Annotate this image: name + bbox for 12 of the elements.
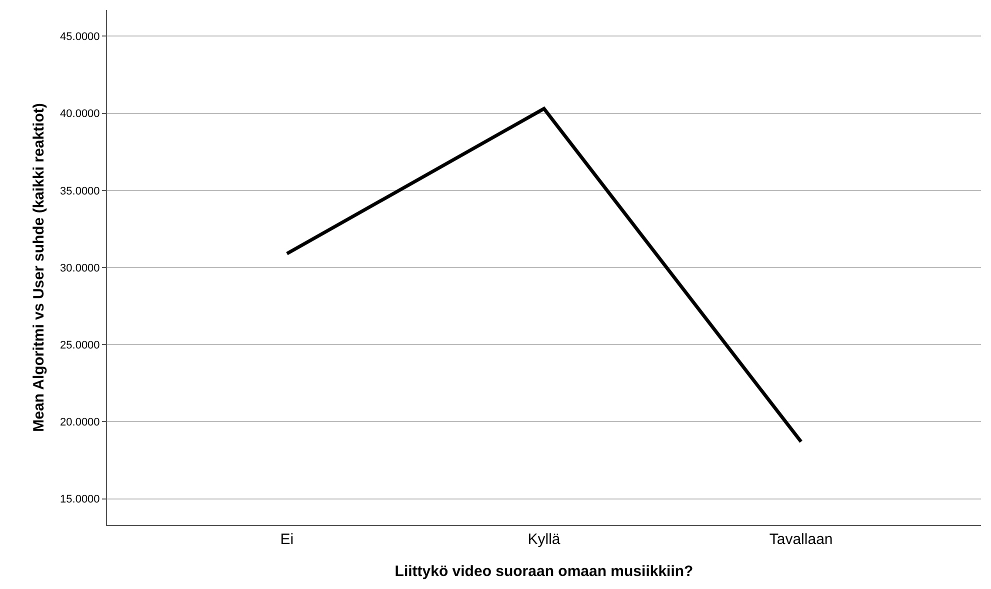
- y-tick-label: 25.0000: [60, 339, 100, 352]
- x-axis-title: Liittykö video suoraan omaan musiikkiin?: [394, 563, 694, 580]
- y-tick-label: 30.0000: [60, 262, 100, 274]
- y-tick-label: 40.0000: [60, 108, 100, 120]
- x-tick-label: Ei: [280, 531, 294, 548]
- y-tick-label: 15.0000: [60, 494, 100, 506]
- x-tick-label: Tavallaan: [769, 531, 833, 548]
- y-tick-label: 20.0000: [60, 416, 100, 429]
- x-tick-label: Kyllä: [528, 531, 561, 548]
- y-tick-label: 35.0000: [60, 185, 100, 198]
- y-tick-label: 45.0000: [60, 31, 100, 44]
- y-axis-title: Mean Algoritmi vs User suhde (kaikki reaktiot): [30, 103, 48, 432]
